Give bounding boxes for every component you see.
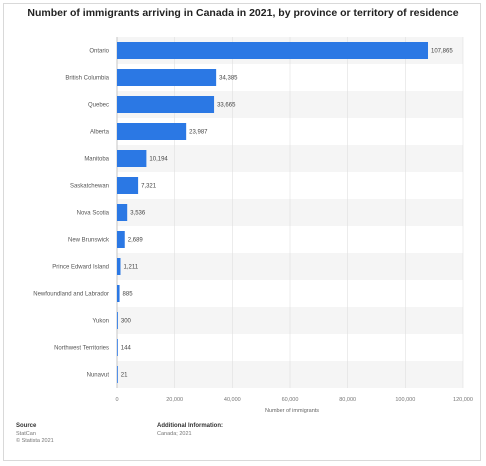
value-label: 23,987: [189, 130, 208, 136]
bar: [117, 366, 118, 383]
value-label: 3,536: [130, 211, 146, 217]
category-label: Ontario: [89, 49, 109, 55]
x-tick-label: 80,000: [339, 397, 356, 403]
chart-title: Number of immigrants arriving in Canada …: [27, 7, 459, 19]
category-label: Saskatchewan: [70, 184, 109, 190]
category-label: Alberta: [90, 130, 110, 136]
bar: [117, 204, 128, 221]
value-label: 21: [121, 373, 128, 379]
value-label: 885: [123, 292, 134, 298]
x-tick-label: 20,000: [166, 397, 183, 403]
bar: [117, 150, 147, 167]
info-line: Canada; 2021: [157, 431, 192, 437]
category-label: Manitoba: [84, 157, 109, 163]
value-label: 300: [121, 319, 132, 325]
bar: [117, 285, 120, 302]
source-line: StatCan: [16, 431, 36, 437]
x-tick-label: 100,000: [395, 397, 415, 403]
category-label: Yukon: [92, 319, 109, 325]
bar: [117, 312, 118, 329]
value-label: 2,689: [128, 238, 144, 244]
bar: [117, 42, 429, 59]
category-label: British Columbia: [65, 76, 109, 82]
category-label: Northwest Territories: [54, 346, 109, 352]
x-axis-title: Number of immigrants: [265, 408, 319, 414]
bar: [117, 123, 187, 140]
bar: [117, 339, 118, 356]
category-label: New Brunswick: [68, 238, 110, 244]
value-label: 107,865: [431, 49, 453, 55]
copyright-line: © Statista 2021: [16, 438, 54, 444]
bar: [117, 69, 217, 86]
x-tick-label: 120,000: [453, 397, 473, 403]
category-label: Nova Scotia: [77, 211, 110, 217]
source-heading: Source: [16, 423, 37, 429]
bar: [117, 231, 125, 248]
category-label: Newfoundland and Labrador: [33, 292, 109, 298]
value-label: 1,211: [123, 265, 138, 271]
info-heading: Additional Information:: [157, 423, 223, 429]
x-tick-label: 40,000: [224, 397, 241, 403]
bar: [117, 258, 121, 275]
value-label: 10,194: [149, 157, 168, 163]
value-label: 34,385: [219, 76, 238, 82]
category-label: Quebec: [88, 103, 109, 109]
value-label: 7,321: [141, 184, 157, 190]
x-tick-label: 0: [115, 397, 118, 403]
value-label: 144: [121, 346, 132, 352]
category-label: Nunavut: [87, 373, 110, 379]
bar: [117, 177, 139, 194]
value-label: 33,665: [217, 103, 236, 109]
x-tick-label: 60,000: [282, 397, 299, 403]
bar: [117, 96, 215, 113]
category-label: Prince Edward Island: [52, 265, 109, 271]
